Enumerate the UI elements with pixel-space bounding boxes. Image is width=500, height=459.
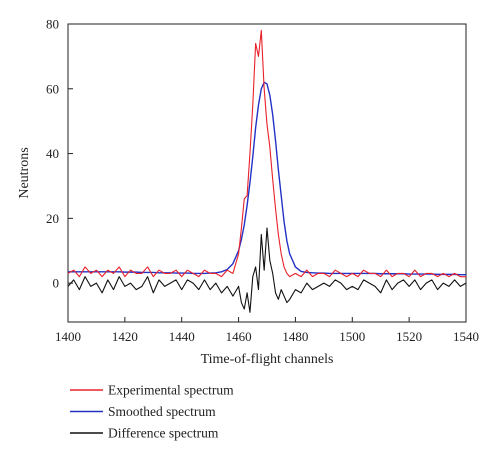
- x-axis-title: Time-of-flight channels: [201, 352, 334, 367]
- x-tick-label: 1540: [453, 329, 479, 344]
- legend-label: Experimental spectrum: [108, 383, 234, 398]
- y-tick-label: 60: [46, 81, 59, 96]
- legend-label: Smoothed spectrum: [108, 404, 216, 419]
- series-line-smoothed-spectrum: [68, 81, 466, 276]
- y-tick-label: 20: [46, 211, 59, 226]
- x-tick-label: 1400: [55, 329, 81, 344]
- x-tick-label: 1480: [282, 329, 308, 344]
- series-line-difference-spectrum: [67, 227, 467, 313]
- y-axis-title: Neutrons: [17, 147, 32, 198]
- x-tick-label: 1460: [226, 329, 252, 344]
- x-tick-label: 1520: [396, 329, 422, 344]
- y-tick-label: 0: [53, 276, 60, 291]
- x-tick-label: 1420: [112, 329, 138, 344]
- y-tick-label: 40: [46, 146, 59, 161]
- legend: Experimental spectrum Smoothed spectrum Di…: [70, 383, 234, 441]
- x-tick-label: 1440: [169, 329, 195, 344]
- legend-label: Difference spectrum: [108, 426, 219, 441]
- series-line-experimental-spectrum: [67, 29, 466, 278]
- plot-frame: [67, 23, 467, 323]
- y-tick-label: 80: [46, 17, 59, 32]
- x-tick-label: 1500: [339, 329, 365, 344]
